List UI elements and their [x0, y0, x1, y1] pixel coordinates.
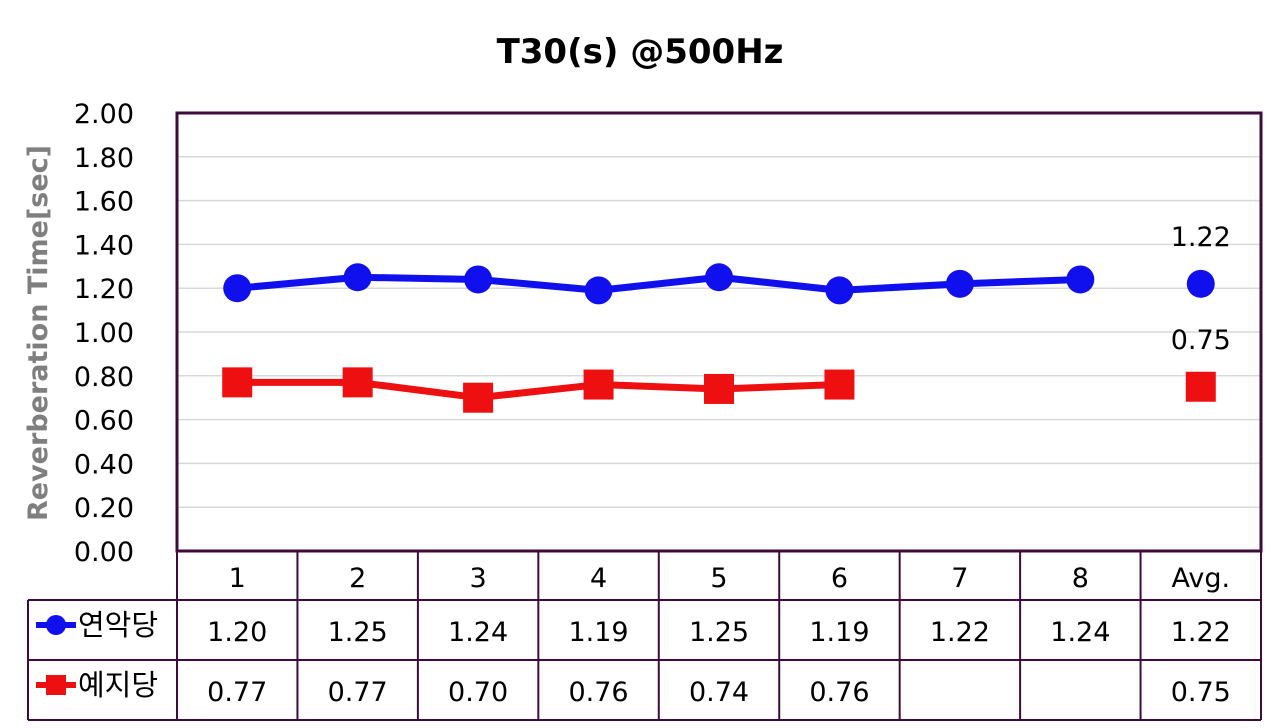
y-tick-label: 1.40: [74, 230, 134, 261]
data-point-circle: [825, 276, 854, 305]
data-point-circle: [1186, 269, 1215, 298]
series-line: [236, 273, 1081, 294]
data-point-square: [704, 373, 734, 404]
x-tick-label: 7: [951, 563, 968, 594]
data-point-circle: [705, 263, 733, 292]
series-line: [237, 378, 840, 402]
y-axis-label: Reverberation Time[sec]: [23, 145, 54, 521]
x-tick-label: 1: [229, 563, 246, 594]
y-tick-label: 1.00: [74, 318, 134, 349]
series-layer: 1.22 0.75: [222, 222, 1231, 413]
avg-data-label: 0.75: [1171, 325, 1231, 356]
data-point-square: [583, 369, 614, 400]
table-cell: 1.20: [207, 617, 267, 648]
y-tick-label: 0.00: [74, 537, 134, 568]
legend-label: 연악당: [78, 608, 158, 642]
data-point-square: [342, 367, 373, 398]
x-tick-label: 3: [470, 563, 487, 594]
y-tick-label: 0.80: [74, 362, 134, 393]
table-cell: 1.19: [568, 617, 628, 648]
table-cell: 1.24: [1050, 617, 1110, 648]
table-cell: 1.25: [689, 617, 749, 648]
data-point-circle: [945, 269, 974, 298]
x-tick-label: 4: [590, 563, 607, 594]
y-tick-label: 1.80: [74, 143, 134, 174]
table-cell: 0.75: [1171, 677, 1231, 708]
data-point-circle: [1066, 265, 1095, 294]
table-cell: 0.70: [448, 677, 508, 708]
plot-area-frame: [175, 111, 1263, 553]
table-cell: 1.25: [328, 617, 388, 648]
y-axis-ticks: 0.00 0.20 0.40 0.60 0.80 1.00 1.20 1.40 1.60 1.80…: [74, 99, 134, 568]
table-cell: 1.24: [448, 617, 508, 648]
table-cell: 0.76: [809, 677, 869, 708]
legend-marker-square: [46, 675, 66, 695]
x-tick-label: 2: [349, 563, 366, 594]
table-cell: 1.22: [1171, 617, 1231, 648]
table-cell: 0.76: [568, 677, 628, 708]
data-point-circle: [223, 274, 252, 303]
y-tick-label: 0.40: [74, 449, 134, 480]
x-tick-label: 6: [831, 563, 848, 594]
table-cell: 1.22: [930, 617, 990, 648]
table-cell: 0.74: [689, 677, 749, 708]
gridlines: [177, 156, 1261, 508]
table-cell: 0.77: [328, 677, 388, 708]
x-tick-label: 8: [1072, 563, 1089, 594]
data-point-square: [824, 369, 855, 400]
table-cell: 0.77: [207, 677, 267, 708]
legend-marker-circle: [46, 615, 66, 635]
y-tick-label: 1.60: [74, 187, 134, 218]
y-tick-label: 0.60: [74, 406, 134, 437]
data-point-circle: [584, 276, 613, 305]
data-point-circle: [464, 265, 493, 294]
data-point-circle: [343, 263, 372, 292]
legend-label: 예지당: [78, 668, 158, 702]
x-tick-label: 5: [710, 563, 727, 594]
avg-data-label: 1.22: [1171, 222, 1231, 253]
data-point-square: [463, 382, 494, 413]
y-tick-label: 1.20: [74, 274, 134, 305]
data-table: 1 2 3 4 5 6 7 8 Avg. 연악당 1.20 1.25 1.24 1.19 1.25 1.19 1…: [27, 551, 1262, 721]
x-tick-label: Avg.: [1171, 563, 1230, 594]
chart-title: T30(s) @500Hz: [497, 32, 784, 72]
data-point-square: [1185, 371, 1216, 402]
table-cell: 1.19: [809, 617, 869, 648]
y-tick-label: 2.00: [74, 99, 134, 130]
data-point-square: [222, 367, 253, 398]
y-tick-label: 0.20: [74, 493, 134, 524]
